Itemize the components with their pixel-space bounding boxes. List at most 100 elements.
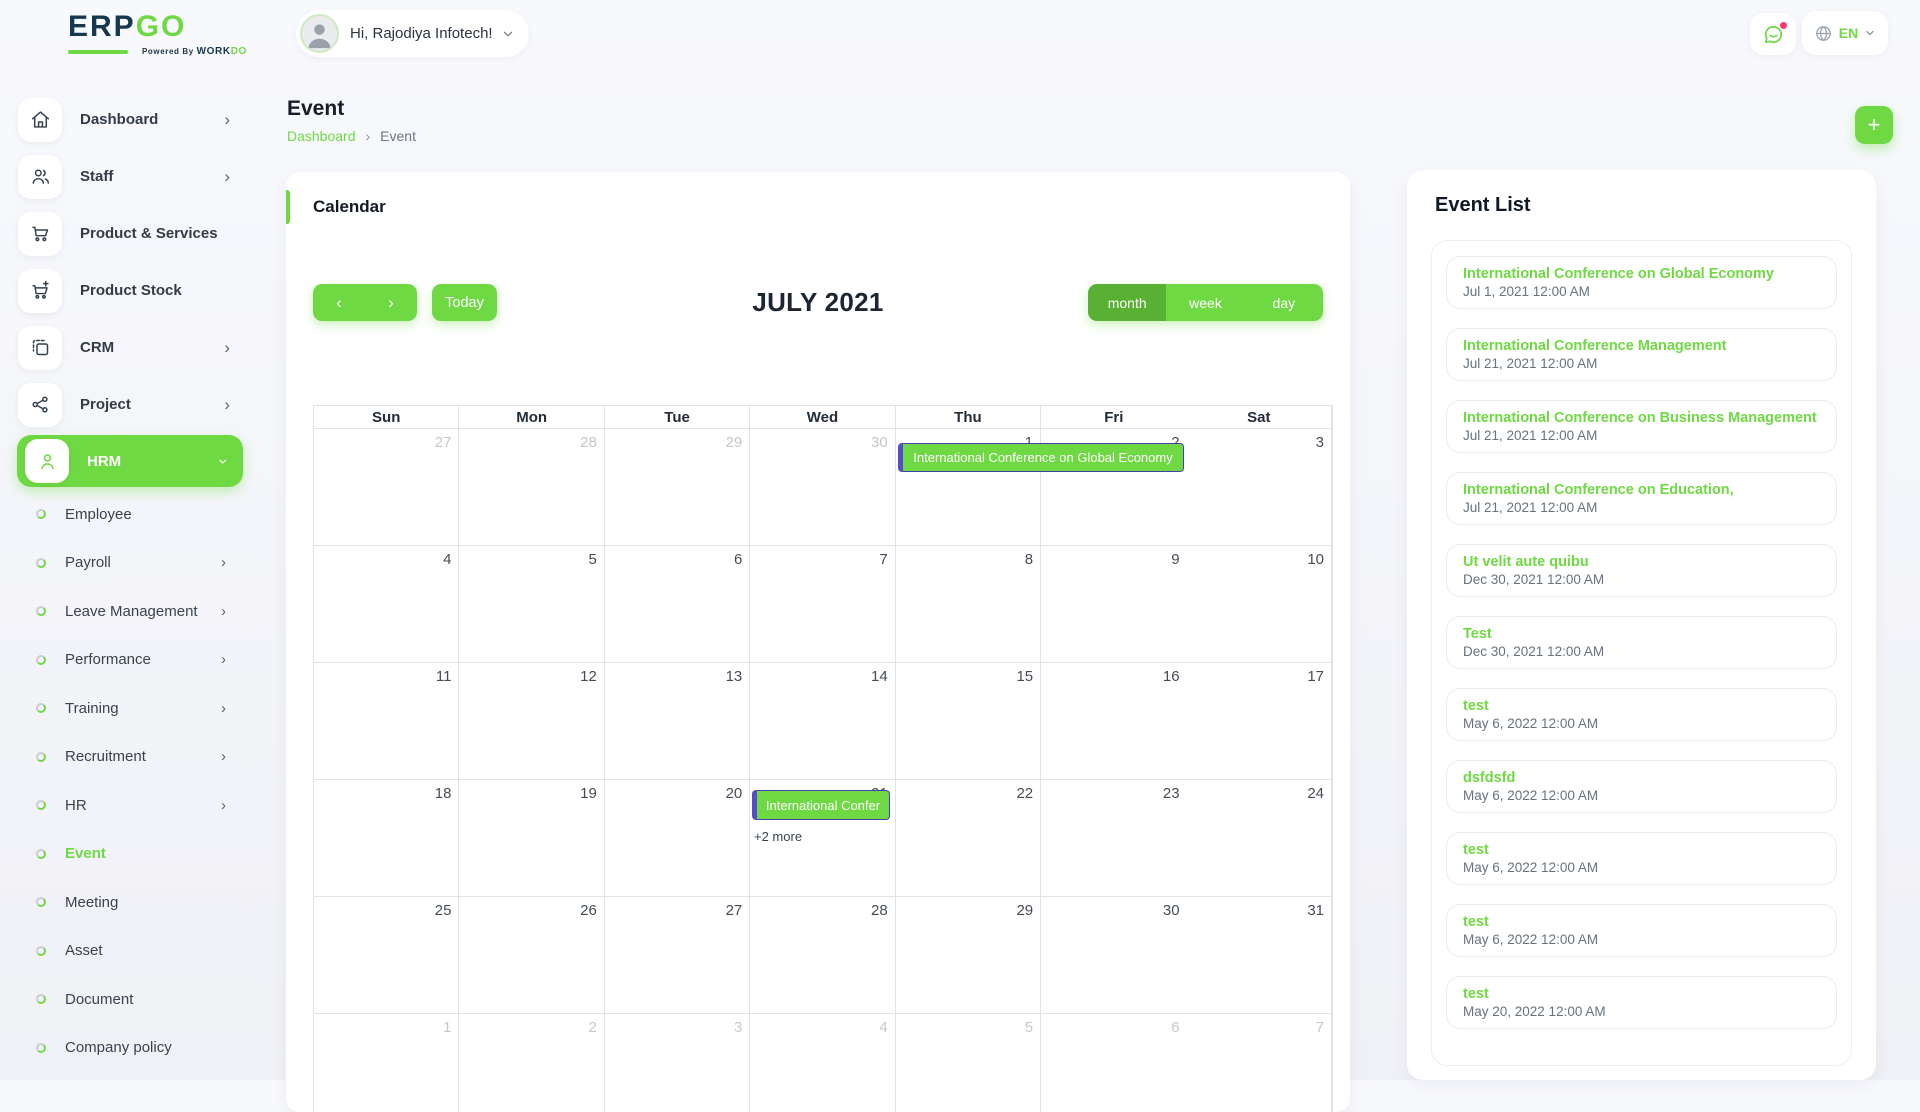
day-cell[interactable]: 3 (1186, 429, 1332, 546)
day-cell[interactable]: 8 (895, 546, 1042, 663)
bullet-icon (36, 994, 46, 1005)
calendar-view-button[interactable]: month (1088, 284, 1167, 321)
add-event-button[interactable]: + (1855, 106, 1893, 144)
day-number: 16 (1162, 668, 1180, 685)
day-cell[interactable]: 6 (604, 546, 751, 663)
event-list-scroll-area[interactable]: International Conference on Global Econo… (1431, 240, 1852, 1066)
day-cell[interactable]: 4 (314, 546, 460, 663)
event-list-item[interactable]: International Conference Management Jul … (1446, 328, 1837, 381)
event-list-item[interactable]: International Conference on Business Man… (1446, 400, 1837, 453)
day-cell[interactable]: 10 (1186, 546, 1332, 663)
day-cell[interactable]: 15 (895, 663, 1042, 780)
event-list-heading: Event List (1435, 194, 1531, 216)
event-list-item[interactable]: Test Dec 30, 2021 12:00 AM (1446, 616, 1837, 669)
day-cell[interactable]: 2 (459, 1014, 605, 1112)
day-cell[interactable]: 31 (1186, 897, 1332, 1014)
prev-month-button[interactable]: ‹ (313, 284, 365, 321)
day-cell[interactable]: 7 (750, 546, 896, 663)
event-list-item[interactable]: test May 6, 2022 12:00 AM (1446, 904, 1837, 957)
day-cell[interactable]: 20 (604, 780, 751, 897)
sidebar-subitem[interactable]: Recruitment › (0, 733, 260, 782)
day-cell[interactable]: 2 (1041, 429, 1187, 546)
day-cell[interactable]: 5 (896, 1014, 1042, 1112)
sidebar-item[interactable]: Product Stock › (0, 262, 260, 319)
day-cell[interactable]: 19 (459, 780, 605, 897)
event-list-item[interactable]: International Conference on Global Econo… (1446, 256, 1837, 309)
day-cell[interactable]: 1 (314, 1014, 460, 1112)
event-list-item[interactable]: dsfdsfd May 6, 2022 12:00 AM (1446, 760, 1837, 813)
day-cell[interactable]: 29 (895, 897, 1042, 1014)
language-selector[interactable]: EN (1802, 11, 1888, 55)
sidebar-item[interactable]: Project › (0, 376, 260, 433)
day-cell[interactable]: 17 (1186, 663, 1332, 780)
sidebar-item[interactable]: Product & Services › (0, 205, 260, 262)
day-cell[interactable]: 6 (1041, 1014, 1186, 1112)
avatar (300, 14, 339, 53)
day-number: 4 (879, 1019, 888, 1036)
day-cell[interactable]: 28 (750, 897, 896, 1014)
day-cell[interactable]: 29 (604, 429, 751, 546)
calendar-event[interactable]: International Confer (752, 790, 890, 820)
day-cell[interactable]: 24 (1186, 780, 1332, 897)
day-cell[interactable]: 27 (604, 897, 751, 1014)
chevron-right-icon: › (221, 651, 226, 669)
event-list-item[interactable]: test May 20, 2022 12:00 AM (1446, 976, 1837, 1029)
today-button[interactable]: Today (432, 284, 497, 321)
sidebar-subitem-label: Company policy (65, 1039, 172, 1057)
sidebar-subitem-label: Payroll (65, 554, 111, 572)
day-cell[interactable]: 28 (459, 429, 605, 546)
event-list-item[interactable]: International Conference on Education, J… (1446, 472, 1837, 525)
calendar-event[interactable]: International Conference on Global Econo… (898, 443, 1184, 472)
day-cell[interactable]: 5 (459, 546, 605, 663)
calendar-view-button[interactable]: week (1166, 284, 1245, 321)
sidebar-subitem[interactable]: Meeting › (0, 878, 260, 927)
day-cell[interactable]: 7 (1187, 1014, 1332, 1112)
event-list-item[interactable]: Ut velit aute quibu Dec 30, 2021 12:00 A… (1446, 544, 1837, 597)
sidebar-subitem[interactable]: HR › (0, 781, 260, 830)
day-cell[interactable]: 12 (459, 663, 605, 780)
day-cell[interactable]: 13 (604, 663, 751, 780)
sidebar-item[interactable]: CRM › (0, 319, 260, 376)
messenger-notification-button[interactable] (1750, 13, 1796, 55)
sidebar-subitem[interactable]: Leave Management › (0, 587, 260, 636)
sidebar-subitem[interactable]: Company policy › (0, 1024, 260, 1073)
sidebar-item[interactable]: HRM › (17, 435, 243, 487)
day-number: 15 (1016, 668, 1034, 685)
sidebar-subitem[interactable]: Event › (0, 830, 260, 879)
sidebar-item[interactable]: Dashboard › (0, 91, 260, 148)
event-list-item[interactable]: test May 6, 2022 12:00 AM (1446, 832, 1837, 885)
breadcrumb: Dashboard › Event (287, 128, 416, 144)
breadcrumb-dashboard-link[interactable]: Dashboard (287, 128, 356, 144)
event-list-item[interactable]: test May 6, 2022 12:00 AM (1446, 688, 1837, 741)
sidebar-item[interactable]: Staff › (0, 148, 260, 205)
sidebar-subitem[interactable]: Employee › (0, 490, 260, 539)
day-cell[interactable]: 23 (1041, 780, 1187, 897)
day-cell[interactable]: 4 (750, 1014, 896, 1112)
more-events-link[interactable]: +2 more (754, 829, 803, 844)
breadcrumb-current: Event (380, 128, 416, 144)
day-cell[interactable]: 1 (895, 429, 1042, 546)
sidebar-subitem[interactable]: Training › (0, 684, 260, 733)
day-cell[interactable]: 27 (314, 429, 460, 546)
sidebar-subitem[interactable]: Asset › (0, 927, 260, 976)
calendar-toolbar: ‹ › Today JULY 2021 month week day (313, 284, 1323, 321)
sidebar-subitem[interactable]: Payroll › (0, 539, 260, 588)
day-cell[interactable]: 11 (314, 663, 460, 780)
calendar-card-title: Calendar (313, 197, 386, 216)
sidebar-subitem[interactable]: Document › (0, 975, 260, 1024)
day-cell[interactable]: 22 (895, 780, 1042, 897)
day-cell[interactable]: 30 (1041, 897, 1187, 1014)
next-month-button[interactable]: › (365, 284, 417, 321)
day-cell[interactable]: 18 (314, 780, 460, 897)
day-cell[interactable]: 9 (1041, 546, 1187, 663)
calendar-view-button[interactable]: day (1244, 284, 1323, 321)
day-cell[interactable]: 25 (314, 897, 460, 1014)
day-cell[interactable]: 3 (605, 1014, 751, 1112)
day-cell[interactable]: 16 (1041, 663, 1187, 780)
day-cell[interactable]: 26 (459, 897, 605, 1014)
sidebar-subitem[interactable]: Performance › (0, 636, 260, 685)
user-menu[interactable]: Hi, Rajodiya Infotech! (296, 10, 529, 57)
day-cell[interactable]: 30 (750, 429, 896, 546)
event-title: test (1463, 842, 1489, 858)
day-cell[interactable]: 14 (750, 663, 896, 780)
